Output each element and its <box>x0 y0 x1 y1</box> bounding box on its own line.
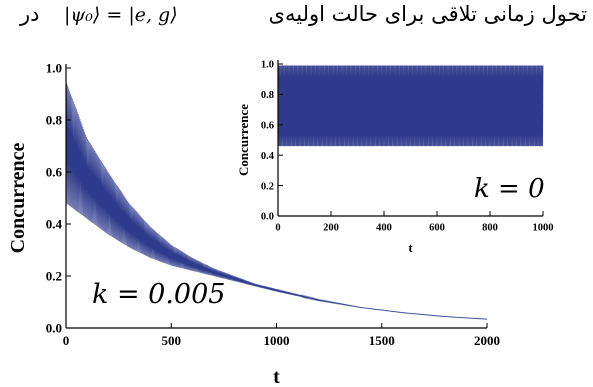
k-annotation: k = 0 <box>474 174 545 204</box>
x-axis-label: t <box>273 366 280 387</box>
x-tick-label: 800 <box>482 223 498 234</box>
x-tick-label: 1500 <box>369 333 395 348</box>
y-tick-label: 0.0 <box>46 321 62 336</box>
x-axis-label: t <box>408 240 413 255</box>
y-tick-label: 1.0 <box>261 60 274 71</box>
x-tick-label: 600 <box>429 223 445 234</box>
x-tick-label: 0 <box>63 333 70 348</box>
k-annotation: k = 0.005 <box>92 279 225 310</box>
y-tick-label: 0.2 <box>261 181 274 192</box>
series-line-inset <box>277 65 544 147</box>
x-tick-label: 500 <box>162 333 182 348</box>
y-tick-label: 0.8 <box>261 90 274 101</box>
x-tick-label: 400 <box>376 223 392 234</box>
y-tick-label: 1.0 <box>46 61 62 76</box>
caption-text: تحول زمانی تلاقی برای حالت اولیه‌ی <box>268 2 587 26</box>
y-tick-label: 0.8 <box>46 113 63 128</box>
caption-text-end: در <box>20 2 40 26</box>
caption-formula: |ψ₀⟩ = |e, g⟩ <box>64 4 178 26</box>
y-tick-label: 0.2 <box>46 269 62 284</box>
x-tick-label: 0 <box>275 223 280 234</box>
y-tick-label: 0.4 <box>261 151 275 162</box>
y-tick-label: 0.6 <box>46 165 63 180</box>
series-line-main <box>65 80 488 320</box>
y-axis-label: Concurrence <box>236 104 251 176</box>
y-tick-label: 0.4 <box>46 217 63 232</box>
x-tick-label: 200 <box>323 223 339 234</box>
y-tick-label: 0.0 <box>261 212 274 223</box>
x-tick-label: 1000 <box>264 333 290 348</box>
y-tick-label: 0.6 <box>261 120 274 131</box>
caption: تحول زمانی تلاقی برای حالت اولیه‌ی |ψ₀⟩ … <box>0 0 593 44</box>
y-axis-label: Concurrence <box>7 143 29 254</box>
x-tick-label: 2000 <box>474 333 500 348</box>
x-tick-label: 1000 <box>533 223 554 234</box>
